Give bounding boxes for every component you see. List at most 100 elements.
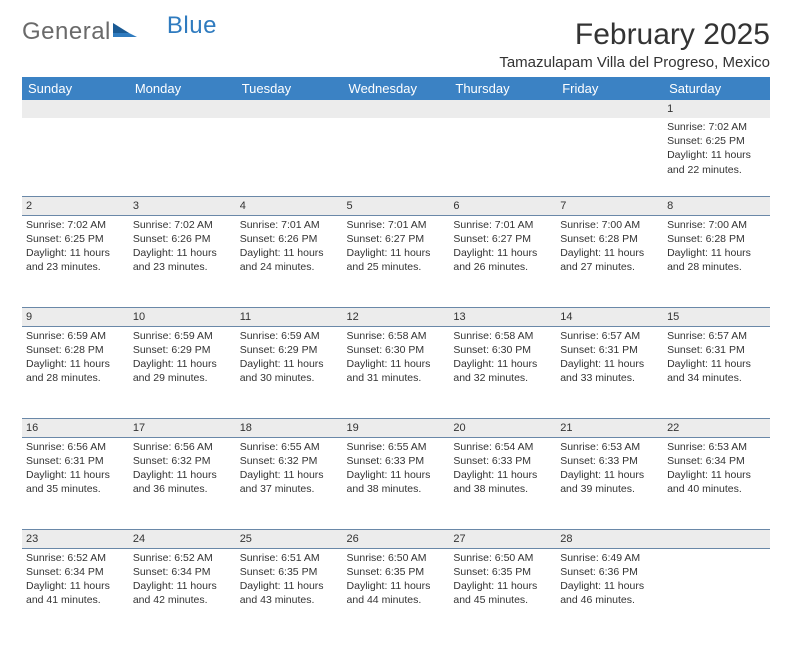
day-cell: Sunrise: 6:54 AMSunset: 6:33 PMDaylight:…	[449, 437, 556, 529]
day-number-cell: 25	[236, 529, 343, 548]
daylight-text: Daylight: 11 hours and 28 minutes.	[667, 246, 766, 274]
sunrise-text: Sunrise: 6:59 AM	[240, 329, 339, 343]
day-number-cell: 12	[343, 307, 450, 326]
daylight-text: Daylight: 11 hours and 37 minutes.	[240, 468, 339, 496]
sunset-text: Sunset: 6:29 PM	[133, 343, 232, 357]
day-cell: Sunrise: 7:01 AMSunset: 6:27 PMDaylight:…	[449, 215, 556, 307]
day-cell: Sunrise: 6:59 AMSunset: 6:28 PMDaylight:…	[22, 326, 129, 418]
day-number-cell: 9	[22, 307, 129, 326]
day-cell: Sunrise: 6:57 AMSunset: 6:31 PMDaylight:…	[556, 326, 663, 418]
day-number-cell	[663, 529, 770, 548]
daylight-text: Daylight: 11 hours and 29 minutes.	[133, 357, 232, 385]
day-cell: Sunrise: 7:01 AMSunset: 6:27 PMDaylight:…	[343, 215, 450, 307]
title-block: February 2025 Tamazulapam Villa del Prog…	[499, 18, 770, 71]
daylight-text: Daylight: 11 hours and 26 minutes.	[453, 246, 552, 274]
weekday-header: Saturday	[663, 77, 770, 100]
day-number-cell: 15	[663, 307, 770, 326]
daylight-text: Daylight: 11 hours and 40 minutes.	[667, 468, 766, 496]
header: General Blue February 2025 Tamazulapam V…	[22, 18, 770, 71]
day-number-cell: 3	[129, 196, 236, 215]
sunrise-text: Sunrise: 6:52 AM	[133, 551, 232, 565]
daylight-text: Daylight: 11 hours and 34 minutes.	[667, 357, 766, 385]
daylight-text: Daylight: 11 hours and 43 minutes.	[240, 579, 339, 607]
sunset-text: Sunset: 6:26 PM	[240, 232, 339, 246]
day-cell: Sunrise: 7:00 AMSunset: 6:28 PMDaylight:…	[663, 215, 770, 307]
sunrise-text: Sunrise: 6:54 AM	[453, 440, 552, 454]
day-number-cell: 19	[343, 418, 450, 437]
sunset-text: Sunset: 6:27 PM	[347, 232, 446, 246]
sunset-text: Sunset: 6:29 PM	[240, 343, 339, 357]
weekday-header: Monday	[129, 77, 236, 100]
day-number-cell: 10	[129, 307, 236, 326]
daylight-text: Daylight: 11 hours and 42 minutes.	[133, 579, 232, 607]
day-number-row: 2345678	[22, 196, 770, 215]
day-cell: Sunrise: 6:55 AMSunset: 6:32 PMDaylight:…	[236, 437, 343, 529]
day-number-cell: 27	[449, 529, 556, 548]
day-cell: Sunrise: 6:52 AMSunset: 6:34 PMDaylight:…	[129, 548, 236, 640]
daylight-text: Daylight: 11 hours and 27 minutes.	[560, 246, 659, 274]
sunset-text: Sunset: 6:35 PM	[453, 565, 552, 579]
daylight-text: Daylight: 11 hours and 28 minutes.	[26, 357, 125, 385]
day-cell: Sunrise: 6:51 AMSunset: 6:35 PMDaylight:…	[236, 548, 343, 640]
day-cell: Sunrise: 6:59 AMSunset: 6:29 PMDaylight:…	[129, 326, 236, 418]
sunrise-text: Sunrise: 6:50 AM	[453, 551, 552, 565]
day-number-cell: 14	[556, 307, 663, 326]
sunset-text: Sunset: 6:35 PM	[240, 565, 339, 579]
sunset-text: Sunset: 6:34 PM	[133, 565, 232, 579]
day-number-row: 9101112131415	[22, 307, 770, 326]
day-cell: Sunrise: 6:52 AMSunset: 6:34 PMDaylight:…	[22, 548, 129, 640]
day-content-row: Sunrise: 6:59 AMSunset: 6:28 PMDaylight:…	[22, 326, 770, 418]
daylight-text: Daylight: 11 hours and 35 minutes.	[26, 468, 125, 496]
daylight-text: Daylight: 11 hours and 38 minutes.	[347, 468, 446, 496]
sunset-text: Sunset: 6:33 PM	[347, 454, 446, 468]
day-number-cell	[343, 100, 450, 118]
day-cell	[556, 118, 663, 196]
sunrise-text: Sunrise: 6:53 AM	[667, 440, 766, 454]
day-content-row: Sunrise: 6:56 AMSunset: 6:31 PMDaylight:…	[22, 437, 770, 529]
day-cell: Sunrise: 6:49 AMSunset: 6:36 PMDaylight:…	[556, 548, 663, 640]
daylight-text: Daylight: 11 hours and 46 minutes.	[560, 579, 659, 607]
day-cell: Sunrise: 7:02 AMSunset: 6:25 PMDaylight:…	[663, 118, 770, 196]
logo-text-blue: Blue	[167, 12, 217, 40]
weekday-header: Friday	[556, 77, 663, 100]
day-cell: Sunrise: 6:58 AMSunset: 6:30 PMDaylight:…	[449, 326, 556, 418]
day-number-cell: 22	[663, 418, 770, 437]
weekday-header: Sunday	[22, 77, 129, 100]
daylight-text: Daylight: 11 hours and 41 minutes.	[26, 579, 125, 607]
day-cell: Sunrise: 6:55 AMSunset: 6:33 PMDaylight:…	[343, 437, 450, 529]
day-cell: Sunrise: 6:50 AMSunset: 6:35 PMDaylight:…	[343, 548, 450, 640]
sunrise-text: Sunrise: 7:02 AM	[133, 218, 232, 232]
sunset-text: Sunset: 6:35 PM	[347, 565, 446, 579]
day-cell: Sunrise: 6:50 AMSunset: 6:35 PMDaylight:…	[449, 548, 556, 640]
sunrise-text: Sunrise: 6:58 AM	[453, 329, 552, 343]
sunrise-text: Sunrise: 7:01 AM	[347, 218, 446, 232]
sunrise-text: Sunrise: 6:55 AM	[347, 440, 446, 454]
day-cell	[22, 118, 129, 196]
sunrise-text: Sunrise: 6:59 AM	[133, 329, 232, 343]
sunrise-text: Sunrise: 6:49 AM	[560, 551, 659, 565]
sunrise-text: Sunrise: 6:53 AM	[560, 440, 659, 454]
day-number-cell: 26	[343, 529, 450, 548]
day-content-row: Sunrise: 6:52 AMSunset: 6:34 PMDaylight:…	[22, 548, 770, 640]
weekday-header: Tuesday	[236, 77, 343, 100]
sunrise-text: Sunrise: 7:01 AM	[240, 218, 339, 232]
day-number-cell: 5	[343, 196, 450, 215]
sunrise-text: Sunrise: 7:01 AM	[453, 218, 552, 232]
sunset-text: Sunset: 6:34 PM	[667, 454, 766, 468]
sunrise-text: Sunrise: 6:56 AM	[133, 440, 232, 454]
day-number-cell: 1	[663, 100, 770, 118]
sunset-text: Sunset: 6:28 PM	[560, 232, 659, 246]
day-number-cell: 11	[236, 307, 343, 326]
sunrise-text: Sunrise: 6:50 AM	[347, 551, 446, 565]
day-cell: Sunrise: 7:02 AMSunset: 6:26 PMDaylight:…	[129, 215, 236, 307]
sunrise-text: Sunrise: 6:59 AM	[26, 329, 125, 343]
logo-text-general: General	[22, 18, 111, 46]
day-number-cell	[22, 100, 129, 118]
day-number-row: 1	[22, 100, 770, 118]
day-cell: Sunrise: 6:56 AMSunset: 6:31 PMDaylight:…	[22, 437, 129, 529]
day-number-cell: 16	[22, 418, 129, 437]
logo: General Blue	[22, 18, 217, 46]
daylight-text: Daylight: 11 hours and 32 minutes.	[453, 357, 552, 385]
sunrise-text: Sunrise: 6:55 AM	[240, 440, 339, 454]
sunset-text: Sunset: 6:30 PM	[347, 343, 446, 357]
